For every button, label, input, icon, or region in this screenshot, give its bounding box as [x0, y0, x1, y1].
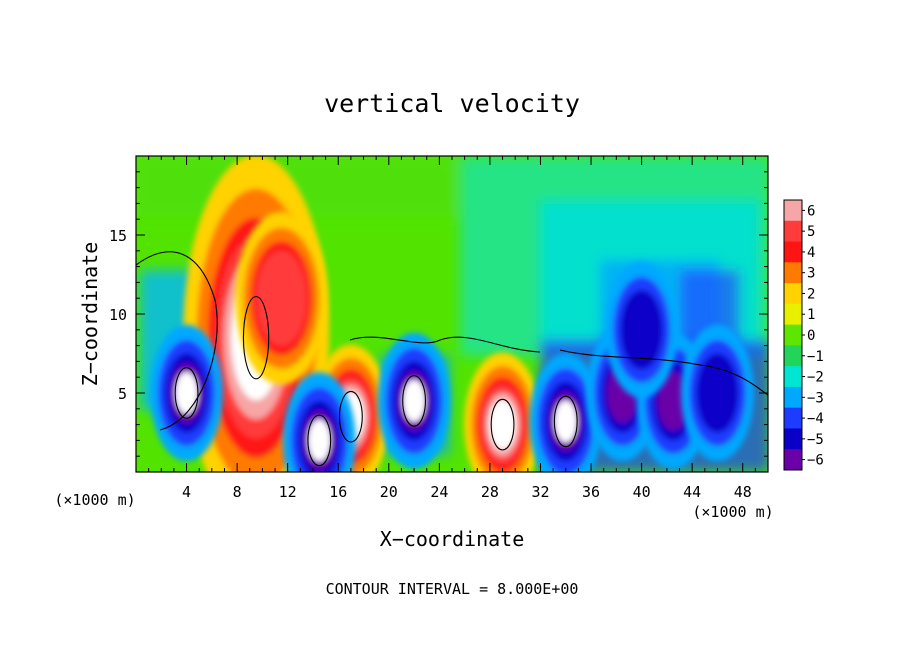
colorbar-label: 2 [807, 286, 815, 302]
colorbar-label: −6 [807, 453, 824, 469]
x-tick-label: 24 [430, 483, 448, 501]
zero-contour [136, 251, 768, 431]
contour-line [490, 398, 515, 451]
updraft-cell [464, 352, 541, 472]
colorbar-swatch [784, 262, 802, 284]
downdraft-cell [681, 324, 754, 462]
colorbar-label: −4 [807, 411, 824, 427]
y-tick-label: 10 [109, 306, 127, 324]
feature-layer [150, 156, 754, 472]
colorbar: 6 5 4 3 2 1 0 −1 −2 −3 −4 −5 −6 [783, 199, 824, 471]
contour-layer [136, 251, 768, 467]
contour-line [174, 367, 199, 419]
x-axis-title: X−coordinate [380, 527, 525, 551]
y-axis-title: Z−coordinate [78, 242, 102, 387]
colorbar-swatch [784, 241, 802, 263]
colorbar-swatch [784, 386, 802, 409]
colorbar-label: 5 [807, 224, 815, 240]
downdraft-cell [529, 353, 603, 472]
colorbar-label: 4 [807, 245, 815, 261]
colorbar-label: −1 [807, 349, 824, 365]
colorbar-label: −2 [807, 370, 824, 386]
plot-area [136, 156, 768, 472]
colorbar-label: 0 [807, 328, 815, 344]
y-axis: 5 10 15 [109, 171, 768, 457]
colorbar-label: 3 [807, 266, 815, 282]
contour-line [307, 414, 332, 467]
x-tick-label: 16 [329, 483, 347, 501]
colorbar-label: 1 [807, 307, 815, 323]
colorbar-swatch [784, 345, 802, 367]
colorbar-label: −5 [807, 432, 824, 448]
colorbar-swatch [784, 324, 802, 346]
downdraft-cell [150, 324, 223, 462]
x-tick-label: 48 [734, 483, 752, 501]
x-tick-label: 4 [182, 483, 191, 501]
downdraft-cell [377, 332, 451, 470]
chart-title: vertical velocity [324, 89, 580, 118]
x-tick-label: 44 [683, 483, 701, 501]
colorbar-swatch [784, 407, 802, 429]
x-tick-label: 12 [279, 483, 297, 501]
x-tick-label: 28 [481, 483, 499, 501]
y-tick-label: 15 [109, 227, 127, 245]
contour-interval-note: CONTOUR INTERVAL = 8.000E+00 [326, 580, 579, 598]
x-unit-right: (×1000 m) [692, 503, 773, 521]
x-axis: 4 8 12 16 20 24 28 32 36 40 44 48 [148, 156, 756, 501]
updraft-cell [235, 211, 328, 385]
colorbar-swatch [784, 303, 802, 326]
colorbar-swatch [784, 449, 802, 471]
contour-line [553, 395, 578, 448]
colorbar-swatch [784, 366, 802, 388]
x-tick-label: 36 [582, 483, 600, 501]
downdraft-cell [282, 372, 356, 472]
downdraft-cell [605, 261, 679, 399]
contour-line [242, 296, 270, 380]
colorbar-swatch [784, 283, 802, 305]
colorbar-label: −3 [807, 390, 824, 406]
contour-line [338, 390, 363, 443]
x-tick-label: 8 [233, 483, 242, 501]
colorbar-label: 6 [807, 203, 815, 219]
x-tick-label: 40 [633, 483, 651, 501]
contour-line [402, 375, 427, 427]
x-tick-label: 32 [531, 483, 549, 501]
colorbar-swatch [784, 200, 802, 222]
colorbar-swatch [784, 220, 802, 243]
colorbar-swatch [784, 428, 802, 450]
x-tick-label: 20 [380, 483, 398, 501]
y-tick-label: 5 [118, 385, 127, 403]
x-unit-left: (×1000 m) [54, 491, 135, 509]
